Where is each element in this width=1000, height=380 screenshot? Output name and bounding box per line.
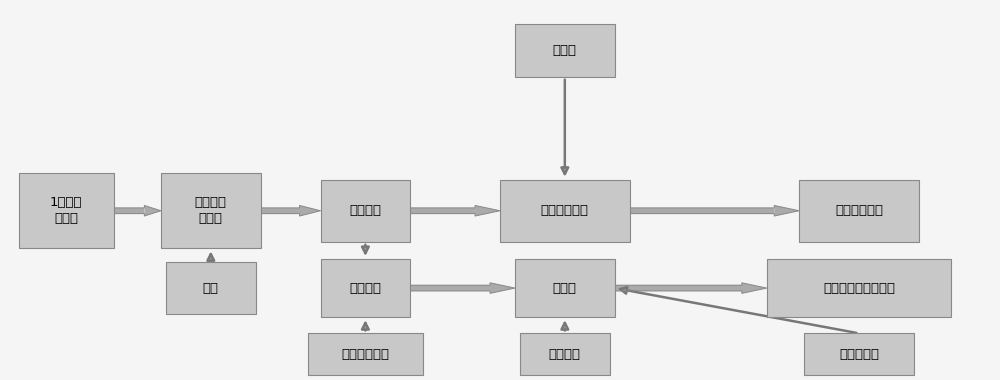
- FancyBboxPatch shape: [500, 180, 630, 242]
- Polygon shape: [742, 283, 767, 293]
- FancyBboxPatch shape: [308, 333, 423, 375]
- Text: 高温高压
反应釜: 高温高压 反应釜: [195, 196, 227, 225]
- Text: 二氧化硅: 二氧化硅: [349, 282, 381, 294]
- FancyBboxPatch shape: [515, 24, 615, 77]
- FancyBboxPatch shape: [320, 259, 410, 317]
- FancyBboxPatch shape: [166, 262, 256, 315]
- FancyBboxPatch shape: [804, 333, 914, 375]
- FancyBboxPatch shape: [19, 173, 114, 249]
- Text: 硫酸钠溶液: 硫酸钠溶液: [839, 348, 879, 361]
- FancyBboxPatch shape: [515, 259, 615, 317]
- FancyBboxPatch shape: [161, 173, 261, 249]
- Polygon shape: [475, 206, 500, 216]
- Text: 钙盐、水处理: 钙盐、水处理: [835, 204, 883, 217]
- Text: 固液分离: 固液分离: [349, 204, 381, 217]
- Polygon shape: [144, 206, 161, 216]
- FancyBboxPatch shape: [630, 208, 774, 214]
- FancyBboxPatch shape: [410, 208, 475, 214]
- Text: 硫酸溶液: 硫酸溶液: [549, 348, 581, 361]
- FancyBboxPatch shape: [320, 180, 410, 242]
- Text: 白炭黑（二氧化硅）: 白炭黑（二氧化硅）: [823, 282, 895, 294]
- Polygon shape: [490, 283, 515, 293]
- Text: 氧化钙: 氧化钙: [553, 44, 577, 57]
- Text: 1号固体
物球磨: 1号固体 物球磨: [50, 196, 82, 225]
- Polygon shape: [300, 206, 320, 216]
- Text: 硅酸钠: 硅酸钠: [553, 282, 577, 294]
- FancyBboxPatch shape: [410, 285, 490, 291]
- Text: 酸、盐混合液: 酸、盐混合液: [541, 204, 589, 217]
- FancyBboxPatch shape: [261, 208, 300, 214]
- Text: 氢氧化钠溶液: 氢氧化钠溶液: [341, 348, 389, 361]
- FancyBboxPatch shape: [615, 285, 742, 291]
- Text: 强酸: 强酸: [203, 282, 219, 294]
- Polygon shape: [774, 206, 799, 216]
- FancyBboxPatch shape: [114, 208, 144, 214]
- FancyBboxPatch shape: [767, 259, 951, 317]
- FancyBboxPatch shape: [799, 180, 919, 242]
- FancyBboxPatch shape: [520, 333, 610, 375]
